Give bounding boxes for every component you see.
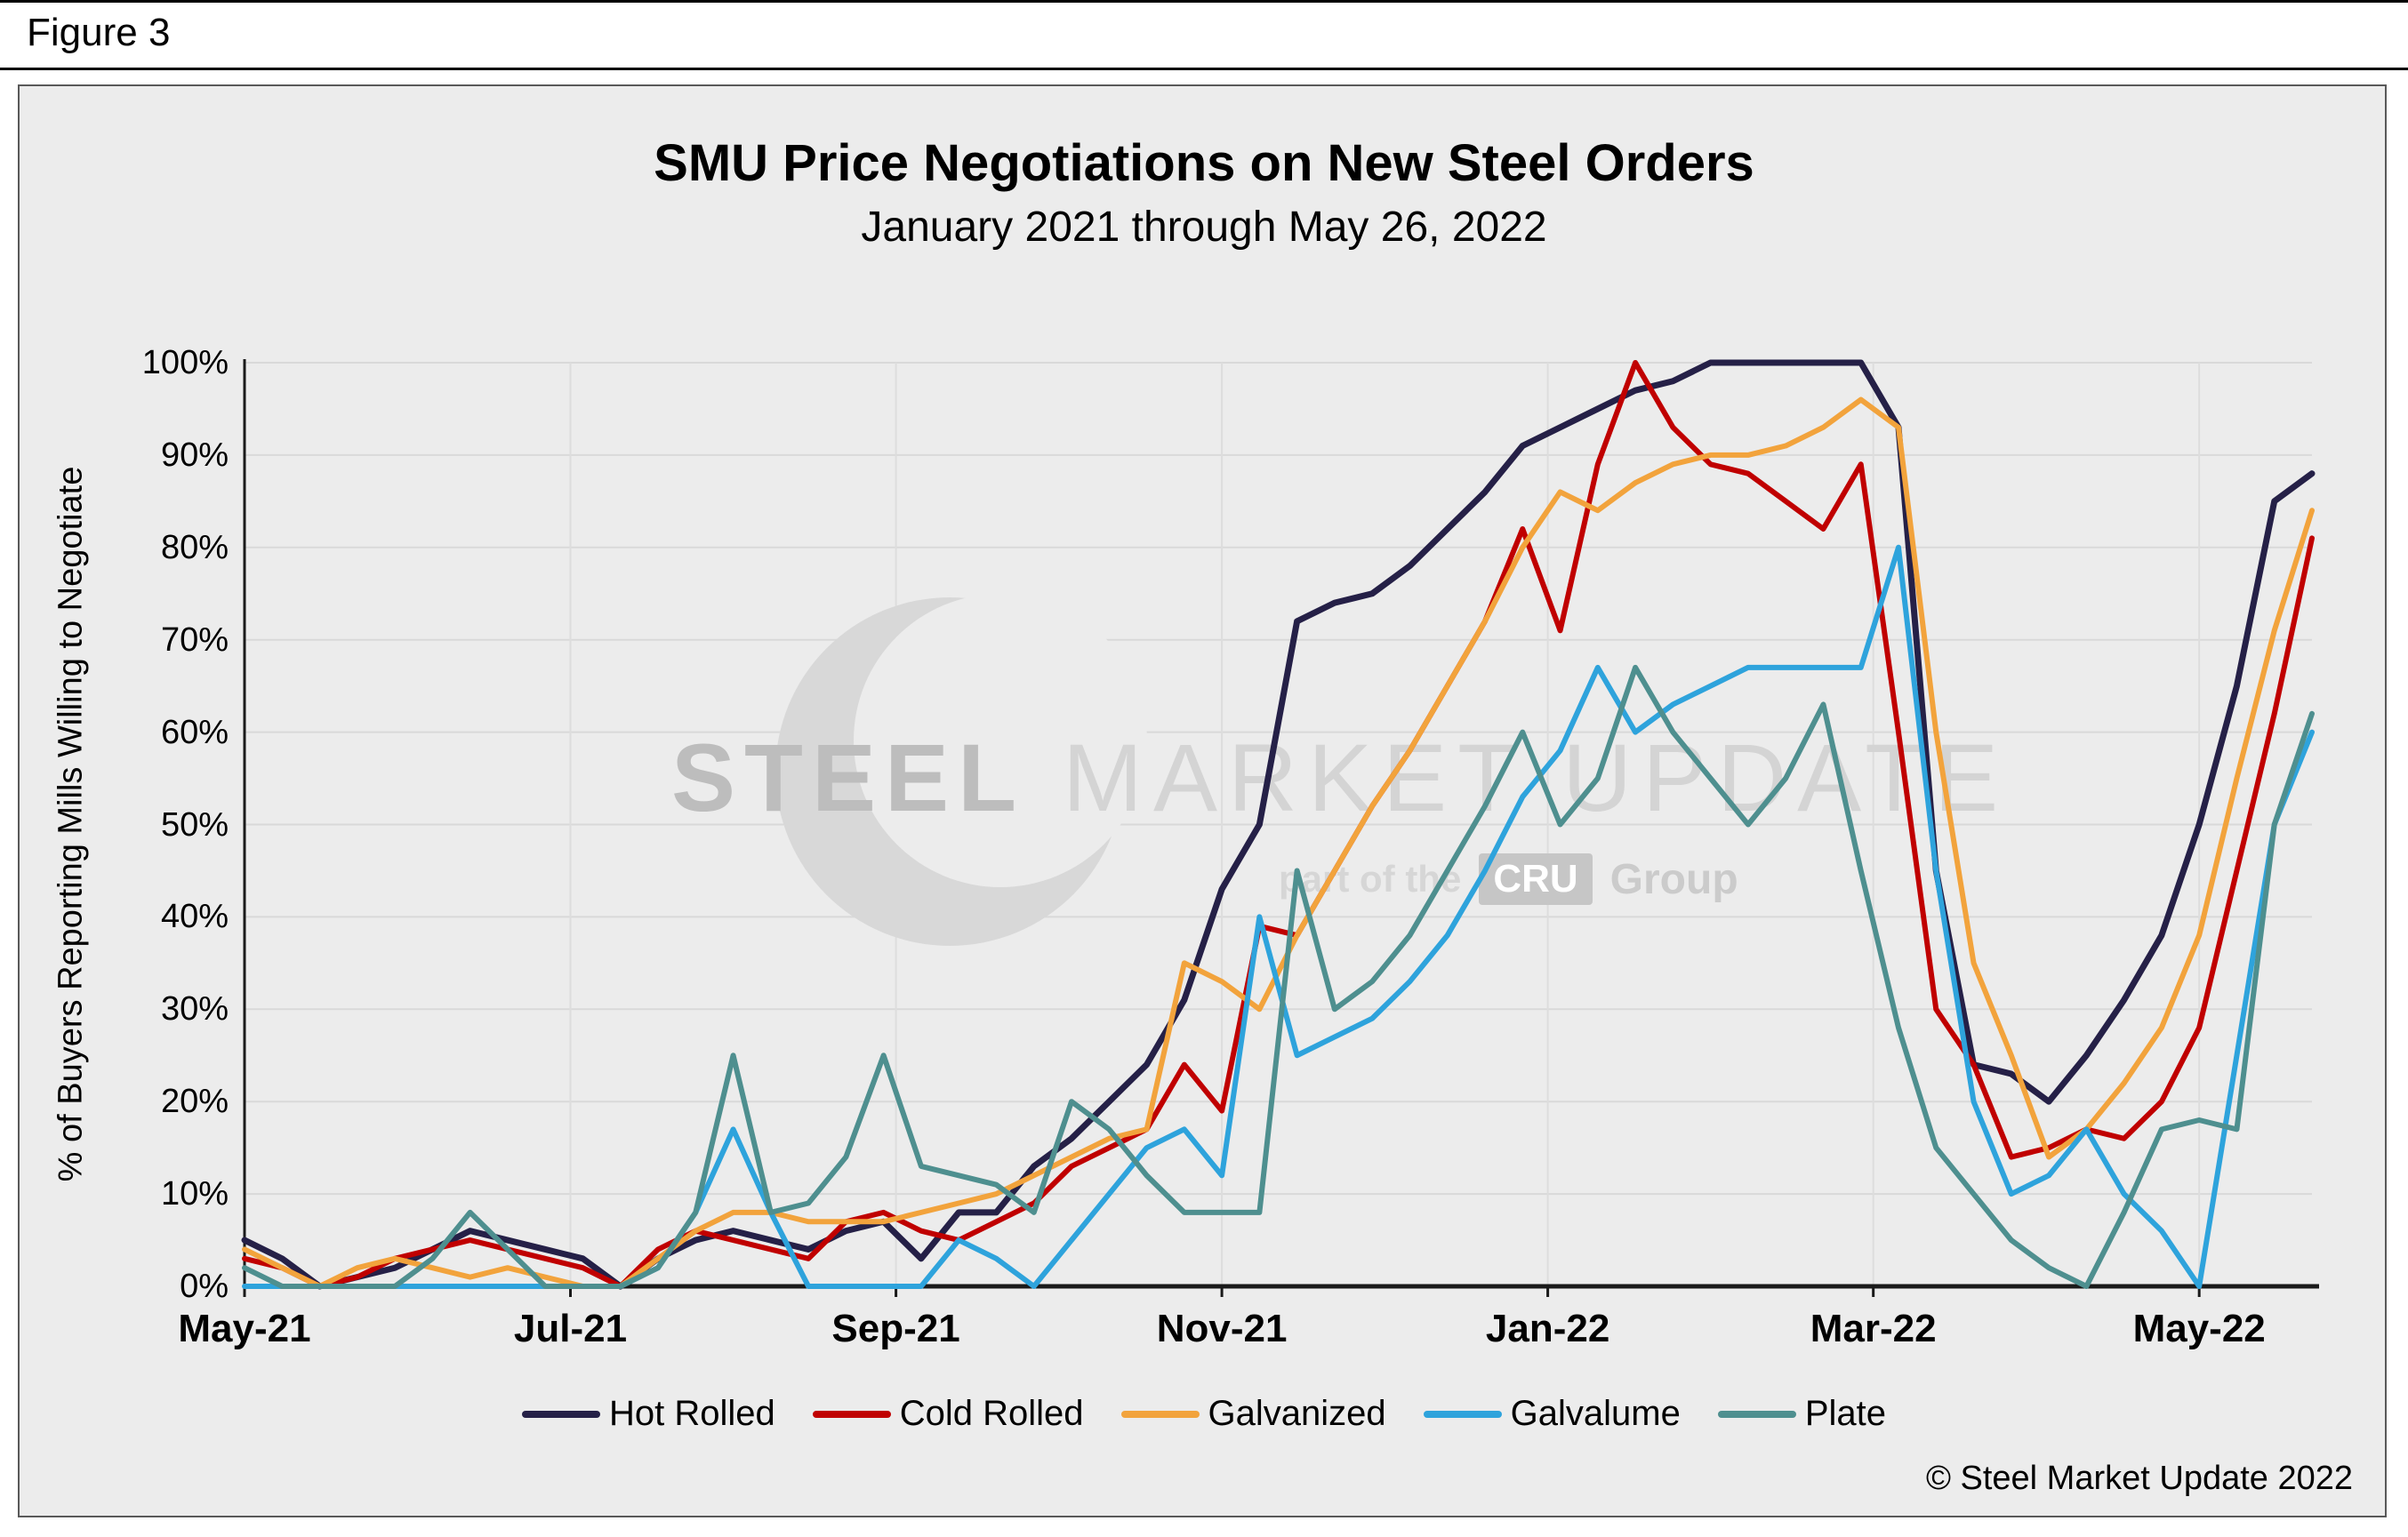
cru-logo: CRU [1479, 853, 1593, 905]
y-tick-label: 90% [160, 436, 229, 474]
legend-item-plate: Plate [1717, 1394, 1887, 1434]
crescent-logo-cutout [854, 594, 1147, 887]
x-tick-label: Jan-22 [1485, 1307, 1610, 1350]
series-line-cold-rolled [242, 360, 2315, 1289]
legend-item-galvanized: Galvanized [1120, 1394, 1386, 1434]
y-tick-label: 10% [160, 1175, 229, 1213]
x-tick-label: Jul-21 [513, 1307, 628, 1350]
legend-swatch-icon [521, 1410, 600, 1418]
x-tick-label: May-22 [2132, 1307, 2266, 1350]
y-tick-label: 70% [160, 620, 229, 659]
y-tick-label: 30% [160, 990, 229, 1029]
y-tick-label: 50% [160, 805, 229, 844]
legend-swatch-icon [812, 1410, 891, 1418]
legend-item-galvalume: Galvalume [1423, 1394, 1681, 1434]
y-tick-label: 0% [180, 1268, 229, 1305]
watermark-group-text: Group [1609, 855, 1738, 903]
figure-label: Figure 3 [27, 11, 171, 54]
legend-label: Galvanized [1208, 1394, 1386, 1433]
x-tick-label: May-21 [178, 1307, 311, 1350]
legend-label: Galvalume [1510, 1394, 1681, 1433]
top-border-line [0, 0, 2408, 3]
figure-underline [0, 68, 2408, 70]
legend-item-hot-rolled: Hot Rolled [521, 1394, 775, 1434]
series-line-galvanized [242, 396, 2315, 1289]
legend-swatch-icon [1717, 1410, 1796, 1418]
series-line-galvalume [242, 544, 2315, 1289]
chart-box [18, 84, 2387, 1517]
series-line-plate [242, 664, 2315, 1289]
legend-item-cold-rolled: Cold Rolled [812, 1394, 1084, 1434]
y-tick-label: 80% [160, 528, 229, 566]
copyright-notice: © Steel Market Update 2022 [1925, 1460, 2353, 1497]
legend-swatch-icon [1120, 1410, 1200, 1418]
y-tick-label: 40% [160, 898, 229, 936]
chart-title: SMU Price Negotiations on New Steel Orde… [654, 134, 1754, 192]
series-line-hot-rolled [241, 359, 2316, 1290]
x-tick-label: Nov-21 [1156, 1307, 1288, 1350]
watermark-part-of-the-text: part of the [1279, 858, 1462, 900]
legend-swatch-icon [1423, 1410, 1502, 1418]
legend-label: Hot Rolled [608, 1394, 775, 1433]
x-tick-label: Mar-22 [1810, 1307, 1937, 1350]
watermark-steel-text: STEEL [671, 724, 1026, 831]
x-tick-label: Sep-21 [831, 1307, 960, 1350]
chart-subtitle: January 2021 through May 26, 2022 [861, 204, 1547, 251]
legend-label: Cold Rolled [899, 1394, 1084, 1433]
y-tick-label: 20% [160, 1083, 229, 1121]
y-tick-label: 60% [160, 713, 229, 751]
legend: Hot Rolled Cold Rolled Galvanized Galvalume… [0, 1394, 2408, 1434]
y-tick-label: 100% [141, 344, 229, 381]
legend-label: Plate [1804, 1394, 1887, 1433]
watermark-tagline: part of the CRU Group [1279, 853, 1738, 905]
